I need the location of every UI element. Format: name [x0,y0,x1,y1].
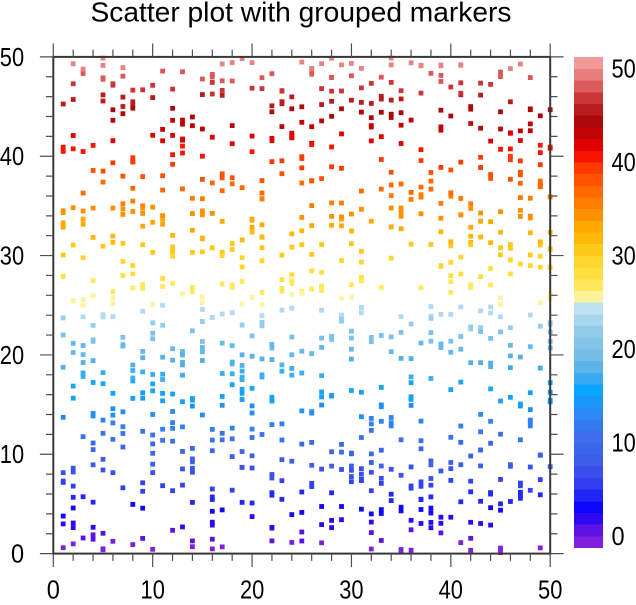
svg-text:40: 40 [0,143,24,171]
svg-text:40: 40 [439,577,463,601]
svg-text:30: 30 [0,243,24,271]
svg-text:Scatter plot with grouped mark: Scatter plot with grouped markers [91,0,512,27]
svg-text:10: 10 [612,430,636,458]
svg-text:50: 50 [612,56,636,84]
svg-text:10: 10 [0,441,24,469]
svg-text:0: 0 [612,523,625,551]
svg-text:30: 30 [339,577,363,601]
svg-text:30: 30 [612,243,636,271]
svg-text:20: 20 [0,342,24,370]
svg-text:20: 20 [240,577,264,601]
svg-text:50: 50 [0,44,24,72]
svg-text:0: 0 [11,541,24,569]
svg-text:50: 50 [538,577,562,601]
svg-text:20: 20 [612,336,636,364]
svg-text:10: 10 [141,577,165,601]
svg-text:0: 0 [47,577,60,601]
svg-text:40: 40 [612,149,636,177]
